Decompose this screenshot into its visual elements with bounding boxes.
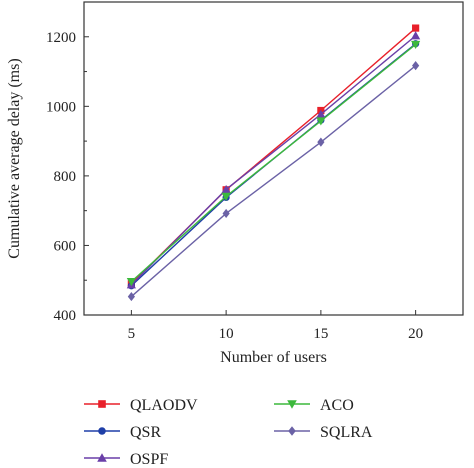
x-tick-label: 5 [128, 326, 136, 342]
y-tick-label: 600 [54, 238, 77, 254]
legend-label: SQLRA [320, 424, 373, 441]
data-point [127, 291, 135, 302]
data-point [221, 184, 231, 194]
legend-marker [97, 453, 107, 462]
legend-marker [288, 426, 296, 436]
series-line [130, 65, 417, 298]
legend-marker [98, 400, 106, 408]
axis-ticks: 5 10 15 20 400 600 800 1000 1200 [46, 30, 423, 342]
legend-item-ospf: OSPF [84, 451, 168, 468]
data-point [412, 61, 420, 71]
series-line [130, 35, 417, 286]
x-tick-label: 20 [408, 326, 423, 342]
series-line [130, 43, 417, 287]
data-point [411, 40, 421, 50]
data-point [126, 278, 136, 287]
legend-label: QLAODV [130, 397, 198, 414]
y-tick-label: 400 [54, 308, 77, 324]
data-point [412, 24, 420, 32]
y-tick-label: 1200 [46, 30, 76, 46]
legend: QLAODV QSR OSPF ACO SQLRA [84, 397, 373, 468]
series-sqlra [127, 61, 420, 302]
plot-frame [83, 1, 464, 316]
series-line [130, 43, 417, 283]
legend-marker [287, 400, 297, 409]
data-point [222, 208, 230, 219]
legend-label: QSR [130, 424, 161, 441]
data-point [411, 31, 421, 40]
legend-label: ACO [320, 397, 354, 414]
legend-marker [98, 427, 106, 435]
data-point [316, 117, 326, 126]
y-tick-label: 1000 [46, 99, 76, 115]
series-aco [126, 40, 421, 287]
legend-label: OSPF [130, 451, 168, 468]
x-tick-label: 15 [313, 326, 328, 342]
legend-item-aco: ACO [274, 397, 354, 414]
series-layer [126, 24, 421, 302]
data-point [221, 192, 231, 202]
legend-item-qlaodv: QLAODV [84, 397, 198, 414]
data-point [316, 109, 326, 118]
x-tick-label: 10 [219, 326, 234, 342]
plot-area: 5 10 15 20 400 600 800 1000 1200 [46, 1, 464, 342]
x-axis-title: Number of users [220, 349, 327, 366]
y-axis-title: Cumulative average delay (ms) [6, 58, 23, 258]
legend-item-sqlra: SQLRA [274, 424, 373, 441]
y-tick-label: 800 [54, 169, 77, 185]
legend-item-qsr: QSR [84, 424, 161, 441]
data-point [317, 137, 325, 147]
